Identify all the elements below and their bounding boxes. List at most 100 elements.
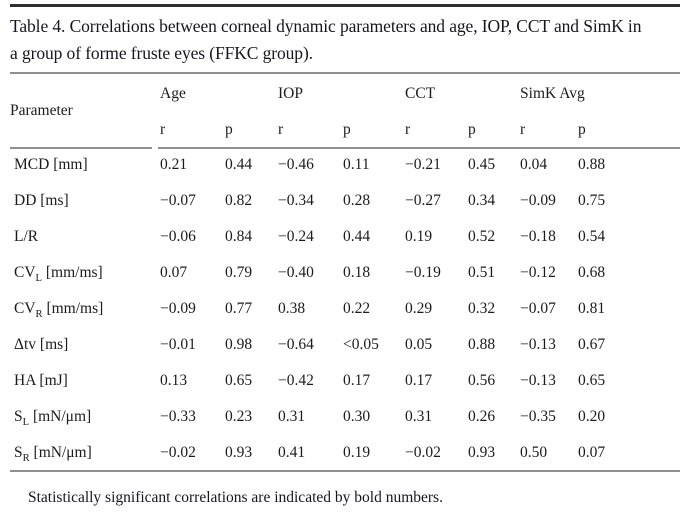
value-cell: −0.12 [520,264,556,281]
value-cell: 0.19 [343,443,371,461]
value-cell: 0.84 [225,228,253,245]
value-cell: 0.88 [468,336,496,353]
value-cell: 0.67 [578,336,606,353]
value-cell: −0.24 [278,228,314,245]
value-cell: 0.50 [520,443,548,461]
value-cell: −0.35 [520,408,556,425]
value-cell: −0.09 [160,300,196,317]
value-cell: 0.79 [225,264,253,281]
value-cell: −0.02 [405,443,441,461]
table-row: DD [ms] −0.07 0.82 −0.34 0.28 −0.27 0.34 −0.09 0… [10,183,680,219]
row-label: SR [mN/μm] [14,443,92,464]
row-label: MCD [mm] [14,156,88,173]
value-cell: 0.11 [343,156,370,173]
value-cell: 0.65 [225,372,253,389]
value-cell: 0.32 [468,300,496,317]
header-midrule-parameter [10,147,152,149]
value-cell: −0.27 [405,192,441,209]
value-cell: 0.19 [405,228,433,245]
subheader-simk-r: r [520,121,526,138]
table-footnote: Statistically significant correlations a… [28,489,443,506]
table-row: SL [mN/μm] −0.33 0.23 0.31 0.30 0.31 0.26 −0.35… [10,399,680,435]
value-cell: 0.30 [343,408,371,425]
value-cell: 0.28 [343,192,371,209]
value-cell: 0.29 [405,300,433,317]
value-cell: 0.65 [578,372,606,389]
value-cell: 0.75 [578,192,606,209]
value-cell: 0.82 [225,192,253,209]
value-cell: <0.05 [343,336,379,353]
value-cell: 0.93 [468,443,496,461]
value-cell: 0.34 [468,192,496,209]
row-label: CVR [mm/ms] [14,300,104,321]
row-label: CVL [mm/ms] [14,264,103,285]
value-cell: 0.52 [468,228,496,245]
value-cell: −0.42 [278,372,314,389]
value-cell: −0.33 [160,408,196,425]
value-cell: −0.18 [520,228,556,245]
col-header-parameter: Parameter [10,101,73,119]
col-header-iop: IOP [278,84,303,102]
row-label: Δtv [ms] [14,336,69,353]
value-cell: −0.19 [405,264,441,281]
value-cell: −0.13 [520,336,556,353]
value-cell: 0.07 [160,264,188,281]
subheader-cct-p: p [468,121,476,138]
value-cell: 0.68 [578,264,606,281]
value-cell: 0.17 [343,372,371,389]
value-cell: −0.01 [160,336,196,353]
subheader-cct-r: r [405,121,411,138]
value-cell: 0.88 [578,156,606,173]
value-cell: −0.46 [278,156,314,173]
value-cell: −0.40 [278,264,314,281]
value-cell: −0.09 [520,192,556,209]
value-cell: −0.21 [405,156,441,173]
table-top-rule [10,4,680,7]
value-cell: 0.31 [405,408,433,425]
value-cell: 0.38 [278,300,306,317]
value-cell: 0.44 [343,228,371,245]
table-row: CVL [mm/ms] 0.07 0.79 −0.40 0.18 −0.19 0.51 −0.… [10,255,680,291]
value-cell: −0.13 [520,372,556,389]
value-cell: −0.07 [160,192,196,209]
value-cell: 0.98 [225,336,253,353]
value-cell: 0.93 [225,443,253,461]
subheader-iop-p: p [343,121,351,138]
subheader-age-r: r [160,121,166,138]
value-cell: 0.13 [160,372,188,389]
table-row: HA [mJ] 0.13 0.65 −0.42 0.17 0.17 0.56 −0.13 0.6… [10,363,680,399]
col-header-simk: SimK Avg [520,84,585,102]
value-cell: −0.06 [160,228,196,245]
caption-line-2: a group of forme fruste eyes (FFKC group… [10,43,313,63]
table-row: SR [mN/μm] −0.02 0.93 0.41 0.19 −0.02 0.93 0.50… [10,435,680,471]
value-cell: 0.45 [468,156,496,173]
value-cell: 0.54 [578,228,606,245]
table-row: MCD [mm] 0.21 0.44 −0.46 0.11 −0.21 0.45 0.04 0.… [10,147,680,183]
table-row: CVR [mm/ms] −0.09 0.77 0.38 0.22 0.29 0.32 −0.0… [10,291,680,327]
value-cell: 0.41 [278,443,306,461]
value-cell: 0.51 [468,264,496,281]
value-cell: 0.77 [225,300,253,317]
value-cell: 0.56 [468,372,496,389]
value-cell: 0.05 [405,336,433,353]
row-label: DD [ms] [14,192,69,209]
value-cell: 0.17 [405,372,433,389]
value-cell: 0.18 [343,264,371,281]
value-cell: 0.31 [278,408,306,425]
correlation-table: Parameter Age IOP CCT SimK Avg r p r p r… [10,72,681,472]
value-cell: 0.26 [468,408,496,425]
table-caption: Table 4. Correlations between corneal dy… [10,13,682,67]
value-cell: −0.34 [278,192,314,209]
subheader-iop-r: r [278,121,284,138]
table-row: L/R −0.06 0.84 −0.24 0.44 0.19 0.52 −0.18 0.54 [10,219,680,255]
col-header-cct: CCT [405,84,436,102]
value-cell: −0.02 [160,443,196,461]
header-group-row: Parameter Age IOP CCT SimK Avg [10,73,680,119]
col-header-age: Age [160,84,186,102]
row-label: L/R [14,228,39,245]
value-cell: 0.21 [160,156,188,173]
value-cell: −0.07 [520,300,556,317]
table-row: Δtv [ms] −0.01 0.98 −0.64 <0.05 0.05 0.88 −0.13… [10,327,680,363]
value-cell: 0.22 [343,300,371,317]
row-label: HA [mJ] [14,372,68,389]
